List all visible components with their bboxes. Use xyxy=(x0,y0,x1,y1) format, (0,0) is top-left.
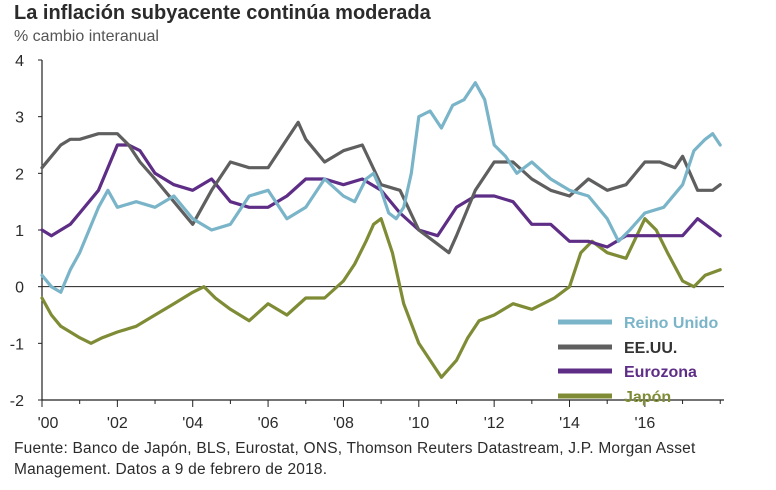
y-tick-label: 0 xyxy=(15,280,24,297)
y-tick-label: 4 xyxy=(15,53,24,70)
series-lines xyxy=(40,81,722,379)
chart-area: 4 3 2 1 0 -1 -2 '00 '02 '04 '06 '08 '10 '12 '14 '16 Rei… xyxy=(10,53,724,432)
x-tick-label: '16 xyxy=(634,415,655,432)
y-tick-label: 2 xyxy=(15,166,24,183)
x-tick-label: '04 xyxy=(182,415,203,432)
legend: Reino Unido EE.UU. Eurozona Japón xyxy=(558,315,718,406)
chart-subtitle: % cambio interanual xyxy=(14,28,159,45)
series-line-jp xyxy=(40,217,722,379)
y-tick-label: 3 xyxy=(15,110,24,127)
series-line-ez xyxy=(40,143,722,249)
x-tick-label: '10 xyxy=(408,415,429,432)
x-tick-label: '08 xyxy=(333,415,354,432)
series-line-us xyxy=(40,120,722,255)
x-tick-label: '02 xyxy=(107,415,128,432)
y-tick-label: 1 xyxy=(15,223,24,240)
x-tick-label: '00 xyxy=(38,415,59,432)
legend-label-uk: Reino Unido xyxy=(624,315,718,332)
y-tick-label: -1 xyxy=(10,336,24,353)
series-line-uk xyxy=(40,81,722,294)
axes: 4 3 2 1 0 -1 -2 '00 '02 '04 '06 '08 '10 '12 '14 '16 xyxy=(10,53,724,432)
legend-label-ez: Eurozona xyxy=(624,364,697,381)
chart-title: La inflación subyacente continúa moderad… xyxy=(14,2,431,24)
x-tick-label: '12 xyxy=(484,415,505,432)
legend-label-jp: Japón xyxy=(624,389,671,406)
y-tick-label: -2 xyxy=(10,393,24,410)
source-note: Fuente: Banco de Japón, BLS, Eurostat, O… xyxy=(14,440,696,478)
x-tick-label: '14 xyxy=(559,415,580,432)
legend-label-us: EE.UU. xyxy=(624,340,677,357)
x-tick-label: '06 xyxy=(258,415,279,432)
